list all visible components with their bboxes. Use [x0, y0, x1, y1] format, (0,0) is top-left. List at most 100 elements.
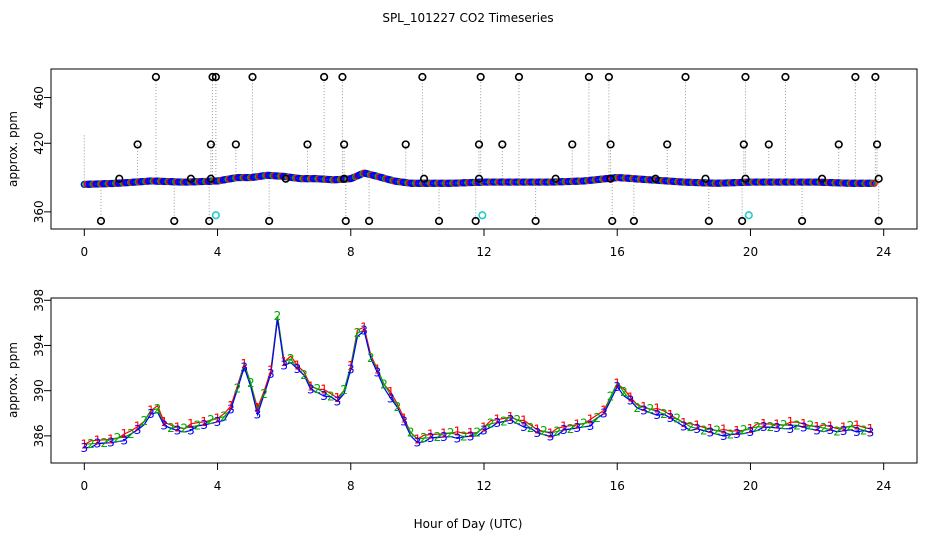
bottom-series-marker-2: 2 — [660, 407, 668, 421]
bottom-series-marker-1: 1 — [533, 423, 541, 437]
top-outlier-point — [514, 72, 524, 82]
bottom-series-marker-2: 2 — [513, 413, 521, 427]
bottom-series-marker-3: 3 — [80, 441, 88, 455]
bottom-x-tick-label: 4 — [214, 479, 222, 493]
bottom-series-marker-1: 1 — [400, 411, 408, 425]
bottom-series-marker-3: 3 — [227, 402, 235, 416]
bottom-series-marker-1: 1 — [387, 385, 395, 399]
bottom-series-marker-3: 3 — [440, 430, 448, 444]
top-outlier-point — [568, 140, 577, 149]
bottom-series-marker-3: 3 — [773, 421, 781, 435]
bottom-series-marker-3: 3 — [533, 426, 541, 440]
bottom-series-marker-3: 3 — [813, 423, 821, 437]
bottom-series-marker-1: 1 — [347, 359, 355, 373]
top-outlier-point — [151, 72, 161, 82]
bottom-series-marker-2: 2 — [473, 425, 481, 439]
top-x-tick-label: 8 — [347, 245, 355, 259]
bottom-series-marker-3: 3 — [493, 416, 501, 430]
bottom-series-marker-2: 2 — [540, 424, 548, 438]
bottom-series-marker-2: 2 — [713, 424, 721, 438]
top-outlier-point — [741, 72, 750, 82]
top-outlier-point — [874, 174, 883, 183]
top-outlier-point — [739, 140, 748, 149]
bottom-series-marker-2: 2 — [407, 425, 415, 439]
bottom-series-marker-3: 3 — [760, 420, 768, 434]
top-outlier-point — [608, 216, 617, 226]
bottom-series-marker-3: 3 — [733, 427, 741, 441]
top-outlier-point — [340, 140, 349, 149]
bottom-series-marker-3: 3 — [107, 436, 115, 450]
top-outlier-point — [248, 72, 257, 82]
top-outlier-point — [320, 72, 329, 82]
top-outlier-point — [186, 174, 195, 183]
bottom-series-marker-3: 3 — [520, 420, 528, 434]
top-outlier-point — [401, 140, 410, 149]
top-x-tick-label: 20 — [743, 245, 758, 259]
bottom-series-marker-1: 1 — [813, 420, 821, 434]
bottom-series-marker-1: 1 — [134, 420, 142, 434]
bottom-series-marker-1: 1 — [680, 416, 688, 430]
bottom-series-marker-3: 3 — [480, 424, 488, 438]
top-outlier-point — [738, 216, 747, 226]
top-y-tick-label: 360 — [32, 200, 46, 223]
bottom-ylabel: approx. ppm — [6, 342, 20, 418]
bottom-series-marker-3: 3 — [160, 419, 168, 433]
top-cyan-point — [211, 211, 220, 220]
bottom-series-line-3 — [84, 319, 871, 449]
top-outlier-point — [341, 216, 350, 226]
bottom-series-marker-2: 2 — [314, 382, 322, 396]
bottom-series-marker-3: 3 — [587, 419, 595, 433]
bottom-series-marker-3: 3 — [400, 415, 408, 429]
top-outlier-point — [474, 140, 484, 149]
bottom-series-marker-1: 1 — [547, 426, 555, 440]
bottom-series-marker-1: 1 — [773, 418, 781, 432]
bottom-series-marker-3: 3 — [867, 425, 875, 439]
top-outlier-point — [701, 174, 710, 183]
top-outlier-point — [551, 174, 560, 183]
bottom-series-marker-3: 3 — [307, 383, 315, 397]
bottom-series-marker-1: 1 — [653, 402, 661, 416]
bottom-series-marker-1: 1 — [440, 427, 448, 441]
top-outlier-point — [265, 216, 274, 226]
bottom-series-marker-3: 3 — [720, 429, 728, 443]
chart-title: SPL_101227 CO2 Timeseries — [382, 11, 553, 25]
bottom-series-marker-1: 1 — [640, 400, 648, 414]
bottom-series-marker-1: 1 — [867, 422, 875, 436]
bottom-series-line-2 — [84, 315, 871, 445]
bottom-series-marker-1: 1 — [254, 401, 262, 415]
top-outlier-point — [872, 140, 882, 149]
bottom-series-marker-1: 1 — [187, 417, 195, 431]
bottom-series-marker-2: 2 — [833, 425, 841, 439]
bottom-series-marker-2: 2 — [434, 430, 442, 444]
top-outlier-point — [606, 140, 615, 149]
bottom-series-marker-3: 3 — [680, 419, 688, 433]
bottom-series-marker-2: 2 — [167, 421, 175, 435]
bottom-series-marker-2: 2 — [767, 420, 775, 434]
top-x-tick-label: 4 — [214, 245, 222, 259]
top-outlier-point — [681, 72, 690, 82]
bottom-series-marker-2: 2 — [820, 421, 828, 435]
bottom-series-marker-2: 2 — [553, 424, 561, 438]
bottom-series-marker-1: 1 — [493, 413, 501, 427]
bottom-series-marker-3: 3 — [507, 413, 515, 427]
bottom-series-marker-2: 2 — [447, 426, 455, 440]
bottom-series-marker-3: 3 — [94, 437, 102, 451]
bottom-series-marker-1: 1 — [733, 424, 741, 438]
bottom-series-marker-3: 3 — [174, 424, 182, 438]
top-outlier-point — [834, 140, 843, 149]
bottom-series-marker-2: 2 — [607, 390, 615, 404]
top-panel: approx. ppm 0 4 8 12 16 20 24 360 420 460 — [6, 68, 918, 259]
bottom-series-marker-1: 1 — [80, 438, 88, 452]
bottom-series-marker-2: 2 — [647, 402, 655, 416]
bottom-series-marker-1: 1 — [227, 399, 235, 413]
bottom-series-marker-3: 3 — [267, 367, 275, 381]
bottom-series-marker-2: 2 — [420, 431, 428, 445]
bottom-series-marker-1: 1 — [587, 412, 595, 426]
bottom-series-marker-2: 2 — [300, 368, 308, 382]
top-outlier-point — [764, 140, 773, 149]
bottom-series-marker-2: 2 — [740, 423, 748, 437]
bottom-series-marker-2: 2 — [807, 419, 815, 433]
top-outlier-point — [797, 216, 807, 226]
top-outlier-point — [817, 174, 827, 183]
